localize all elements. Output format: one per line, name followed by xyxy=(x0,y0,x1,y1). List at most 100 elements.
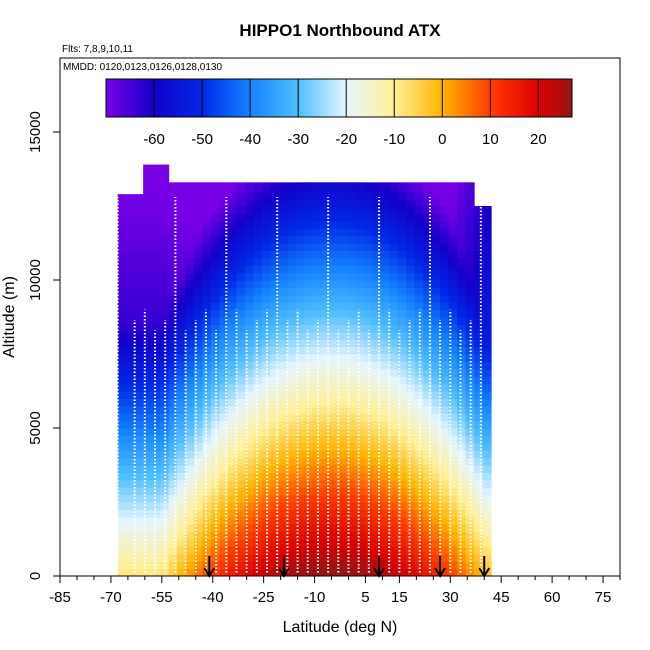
field-cell xyxy=(346,539,356,547)
field-cell xyxy=(406,206,416,214)
field-cell xyxy=(253,309,263,318)
field-cell xyxy=(380,516,390,525)
field-cell xyxy=(228,428,238,436)
field-cell xyxy=(431,324,441,333)
field-cell xyxy=(211,324,221,333)
field-cell xyxy=(177,450,187,459)
field-cell xyxy=(329,391,339,399)
field-cell xyxy=(423,539,433,547)
field-cell xyxy=(474,502,484,510)
field-cell xyxy=(431,228,441,237)
field-cell xyxy=(312,213,322,222)
field-cell xyxy=(202,206,212,214)
field-cell xyxy=(304,346,314,355)
field-cell xyxy=(448,191,458,200)
field-cell xyxy=(295,331,305,340)
field-cell xyxy=(346,272,356,281)
field-cell xyxy=(295,420,305,429)
field-cell xyxy=(423,398,433,407)
x-tick-label: 60 xyxy=(544,589,561,606)
field-cell xyxy=(304,280,314,288)
field-cell xyxy=(168,331,178,340)
field-cell xyxy=(143,354,153,362)
field-cell xyxy=(270,420,280,429)
field-cell xyxy=(474,568,484,576)
field-cell xyxy=(134,376,144,385)
field-cell xyxy=(219,524,229,533)
field-cell xyxy=(380,317,390,325)
field-cell xyxy=(482,228,492,237)
field-cell xyxy=(423,294,433,303)
field-cell xyxy=(143,420,153,429)
field-cell xyxy=(457,294,467,303)
field-cell xyxy=(177,346,187,355)
field-cell xyxy=(304,257,314,266)
field-cell xyxy=(474,420,484,429)
field-cell xyxy=(448,568,458,576)
field-cell xyxy=(329,331,339,340)
field-cell xyxy=(134,405,144,414)
field-cell xyxy=(397,198,407,207)
field-cell xyxy=(457,361,467,370)
field-cell xyxy=(134,368,144,377)
field-cell xyxy=(278,220,288,229)
field-cell xyxy=(143,280,153,288)
field-cell xyxy=(236,568,246,576)
field-cell xyxy=(329,272,339,281)
field-cell xyxy=(312,250,322,259)
field-cell xyxy=(278,302,288,311)
field-cell xyxy=(474,250,484,259)
field-cell xyxy=(194,182,204,185)
field-cell xyxy=(406,561,416,570)
field-cell xyxy=(177,383,187,392)
field-cell xyxy=(465,516,475,525)
field-cell xyxy=(448,546,458,555)
field-cell xyxy=(329,206,339,214)
field-cell xyxy=(219,339,229,348)
field-cell xyxy=(397,183,407,192)
field-cell xyxy=(329,398,339,407)
field-cell xyxy=(185,354,195,362)
field-cell xyxy=(304,391,314,399)
field-cell xyxy=(431,243,441,251)
field-cell xyxy=(389,257,399,266)
field-cell xyxy=(465,524,475,533)
field-cell xyxy=(177,250,187,259)
field-cell xyxy=(185,272,195,281)
field-cell xyxy=(261,198,272,207)
field-cell xyxy=(143,250,153,259)
field-cell xyxy=(151,331,161,340)
field-cell xyxy=(338,346,348,355)
field-cell xyxy=(194,450,204,459)
field-cell xyxy=(448,509,458,518)
field-cell xyxy=(253,553,263,562)
field-cell xyxy=(228,546,238,555)
field-cell xyxy=(160,383,170,392)
field-cell xyxy=(304,539,314,547)
field-cell xyxy=(211,243,221,251)
field-cell xyxy=(287,391,297,399)
field-cell xyxy=(482,442,492,451)
field-cell xyxy=(474,272,484,281)
field-cell xyxy=(423,494,433,503)
field-cell xyxy=(160,339,170,348)
field-cell xyxy=(389,280,399,288)
field-cell xyxy=(431,398,441,407)
field-cell xyxy=(168,546,178,555)
field-cell xyxy=(151,309,161,318)
field-cell xyxy=(482,487,492,496)
field-cell xyxy=(261,383,272,392)
field-cell xyxy=(431,309,441,318)
field-cell xyxy=(211,213,221,222)
colorbar-label: 20 xyxy=(530,131,547,148)
field-cell xyxy=(338,561,348,570)
field-cell xyxy=(312,183,322,192)
field-cell xyxy=(160,294,170,303)
field-cell xyxy=(160,198,170,207)
field-cell xyxy=(457,309,467,318)
field-cell xyxy=(211,206,221,214)
field-cell xyxy=(304,479,314,488)
field-cell xyxy=(312,182,322,185)
field-cell xyxy=(389,243,399,251)
x-tick-label: 15 xyxy=(391,589,408,606)
